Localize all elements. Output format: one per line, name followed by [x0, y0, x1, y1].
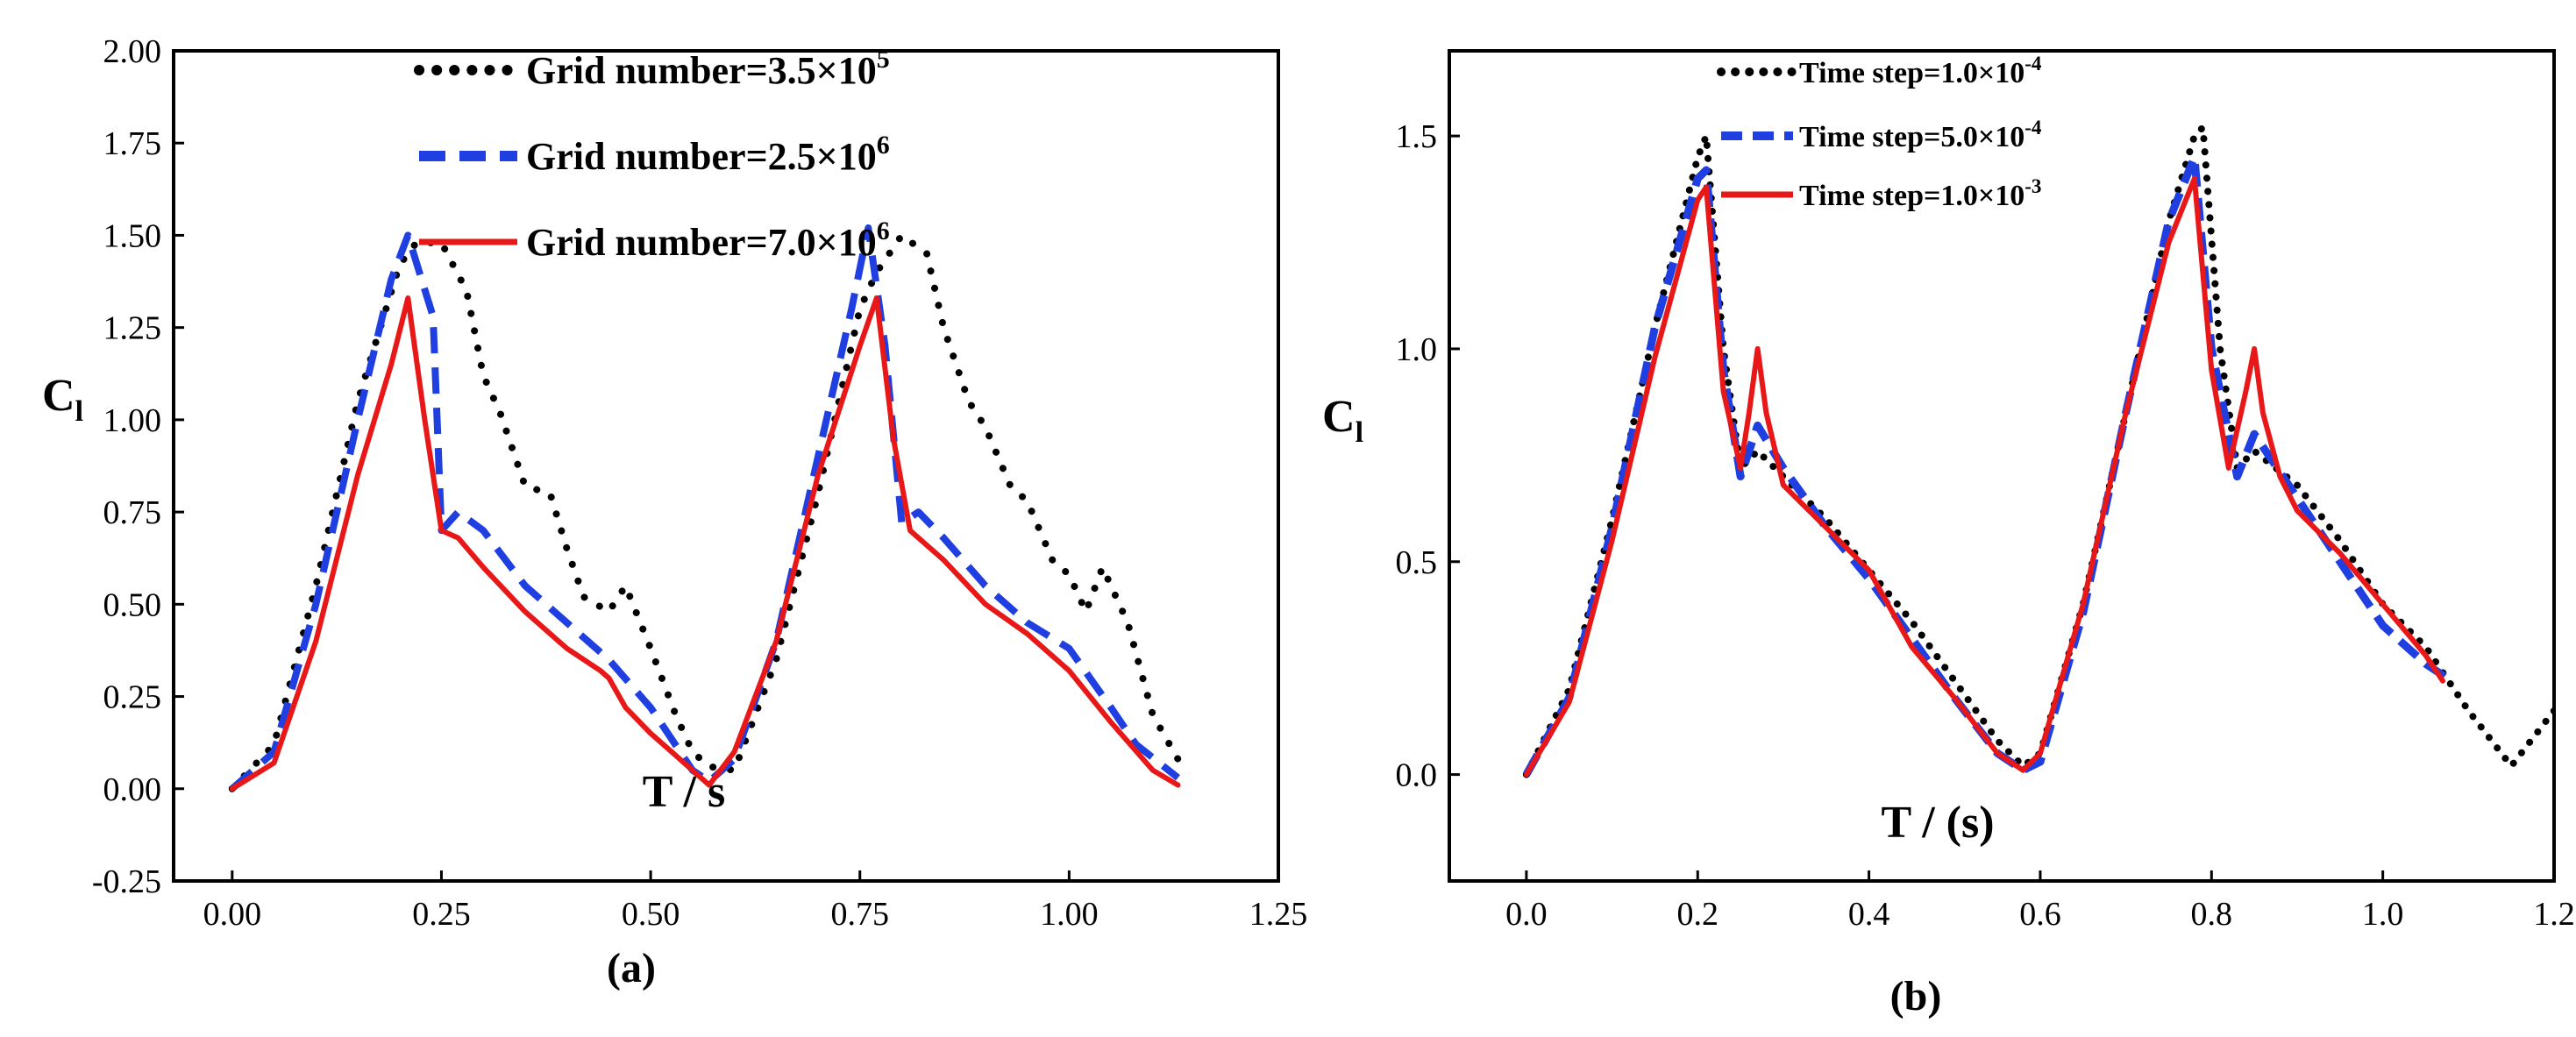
x-tick-label: 0.8 — [2191, 896, 2233, 933]
y-tick-label: 0.25 — [103, 679, 162, 716]
legend-entry: Grid number=2.5×106 — [419, 131, 890, 178]
y-tick-label: 0.00 — [103, 771, 162, 808]
chart-panel-a: 0.00 0.25 0.50 0.75 1.00 1.25 -0.25 0.00 0.25 0.… — [42, 33, 1307, 991]
x-axis-label: T / s — [643, 767, 725, 817]
plot-frame — [1448, 49, 2556, 883]
x-tick-label: 0.00 — [203, 896, 262, 933]
y-tick-label: 0.75 — [103, 494, 162, 531]
y-axis-label: Cl — [42, 371, 83, 428]
y-tick-label: 1.75 — [103, 125, 162, 162]
y-tick-label: 1.25 — [103, 310, 162, 347]
x-tick-label: 0.25 — [412, 896, 471, 933]
x-tick-label: 1.0 — [2362, 896, 2404, 933]
x-tick-label: 0.50 — [622, 896, 680, 933]
legend-entry: Grid number=7.0×106 — [419, 217, 890, 264]
chart-panel-b: 0.0 0.2 0.4 0.6 0.8 1.0 1.2 0.0 0.5 1.0 1.5 T / (… — [1322, 49, 2575, 1019]
x-tick-label: 0.4 — [1848, 896, 1890, 933]
x-tick-label: 0.6 — [2019, 896, 2061, 933]
x-tick-label: 0.2 — [1677, 896, 1719, 933]
x-tick-label: 0.75 — [830, 896, 889, 933]
panel-label: (b) — [1890, 973, 1942, 1019]
y-tick-label: 1.0 — [1396, 331, 1438, 368]
y-tick-label: 1.00 — [103, 402, 162, 439]
y-tick-label: 2.00 — [103, 33, 162, 70]
panel-label: (a) — [607, 945, 656, 991]
y-tick-label: 1.50 — [103, 217, 162, 254]
legend-entry: Time step=5.0×10-4 — [1721, 117, 2042, 153]
y-axis-label: Cl — [1322, 392, 1363, 449]
y-tick-label: 0.50 — [103, 586, 162, 623]
plot-frame — [172, 49, 1280, 883]
legend-entry: Time step=1.0×10-4 — [1717, 53, 2042, 89]
y-tick-label: 0.0 — [1396, 757, 1438, 794]
legend-entry: Grid number=3.5×105 — [414, 45, 890, 92]
series-line-solid — [229, 295, 1181, 792]
legend-label: Grid number=3.5×105 — [526, 45, 890, 92]
series-line-dashed — [230, 224, 1180, 792]
x-axis-label: T / (s) — [1881, 798, 1994, 848]
x-tick-label: 1.25 — [1249, 896, 1308, 933]
legend-label: Grid number=7.0×106 — [526, 217, 890, 264]
legend-entry: Time step=1.0×10-3 — [1721, 175, 2042, 212]
series-line-solid — [1523, 175, 2445, 778]
legend-label: Grid number=2.5×106 — [526, 131, 890, 178]
x-tick-label: 1.2 — [2533, 896, 2575, 933]
y-tick-label: -0.25 — [92, 863, 161, 900]
x-tick-label: 1.00 — [1040, 896, 1099, 933]
y-tick-label: 0.5 — [1396, 544, 1438, 581]
x-tick-label: 0.0 — [1505, 896, 1548, 933]
y-tick-label: 1.5 — [1396, 118, 1438, 155]
legend-label: Time step=1.0×10-3 — [1799, 175, 2042, 212]
legend-label: Time step=5.0×10-4 — [1799, 117, 2042, 153]
legend-label: Time step=1.0×10-4 — [1799, 53, 2042, 89]
